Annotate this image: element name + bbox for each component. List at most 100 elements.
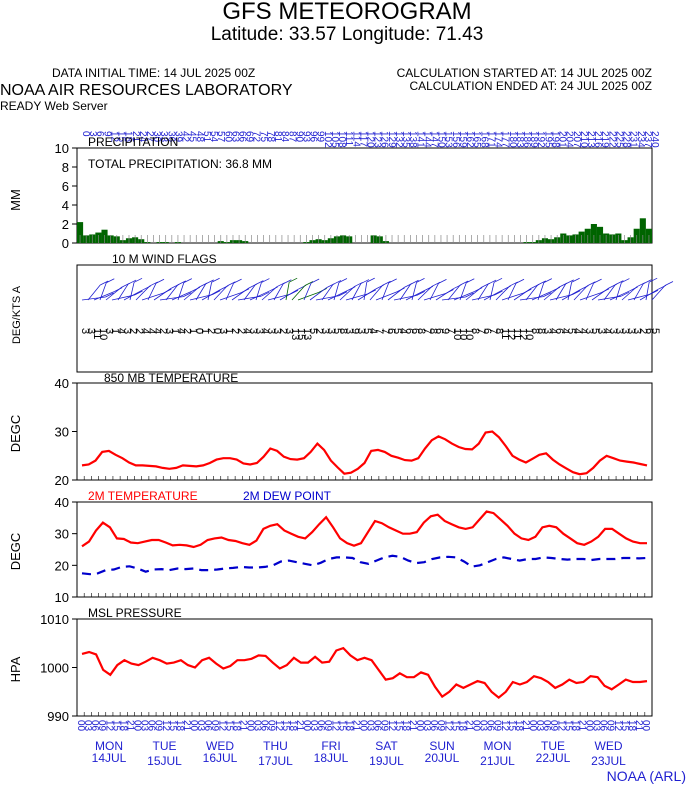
wind-speed-label: 4	[175, 328, 187, 334]
wind-barb	[555, 283, 567, 301]
day-date-label: 23JUL	[591, 754, 626, 768]
bottom-hour-label: 21	[237, 720, 248, 732]
wind-speed-label: 4	[259, 328, 271, 334]
temp2m-series-line-1	[81, 554, 648, 576]
day-of-week-label: MON	[484, 739, 512, 753]
bottom-hour-label: 21	[350, 720, 361, 732]
bottom-hour-label: 09	[379, 720, 390, 732]
top-hour-label: 78	[265, 131, 276, 143]
wind-speed-label: 9	[349, 328, 361, 334]
day-of-week-label: MON	[95, 739, 123, 753]
bottom-hour-label: 15	[280, 720, 291, 732]
wind-speed-label: 8	[535, 328, 547, 334]
footer-credit: NOAA (ARL)	[606, 768, 686, 784]
wind-barb	[345, 293, 368, 301]
wind-barb	[399, 284, 411, 301]
bottom-hour-label: 12	[442, 720, 453, 732]
bottom-hour-label: 00	[584, 720, 595, 732]
bottom-hour-label: 06	[541, 720, 552, 732]
wind-barb	[141, 292, 164, 301]
bottom-hour-label: 03	[82, 720, 93, 732]
wind-barb-flag	[438, 279, 447, 284]
wind-barb	[339, 286, 355, 301]
wind-barb-flag	[133, 277, 143, 283]
precip-ylabel: MM	[8, 189, 23, 211]
top-hour-label: 105	[329, 131, 340, 148]
wind-barb	[255, 282, 262, 301]
wind-speed-label: 5	[331, 328, 343, 334]
bottom-hour-label: 03	[365, 720, 376, 732]
temp850-frame	[76, 382, 653, 481]
top-hour-label: 219	[599, 131, 610, 148]
bottom-hour-label: 12	[386, 720, 397, 732]
top-hour-label: 102	[322, 131, 333, 148]
wind-speed-label: 2	[181, 328, 193, 334]
wind-barb	[519, 296, 544, 301]
top-hour-label: 180	[507, 131, 518, 148]
wind-barb	[81, 296, 106, 301]
top-hour-label: 87	[286, 131, 297, 143]
wind-barb	[129, 282, 135, 301]
top-hour-label: 225	[613, 131, 624, 148]
wind-speed-label: 8	[427, 328, 439, 334]
wind-speed-label: 4	[577, 328, 589, 334]
wind-barb	[201, 289, 221, 301]
day-of-week-label: SAT	[375, 739, 398, 753]
wind-barb-flag	[593, 278, 602, 284]
bottom-hour-label: 00	[471, 720, 482, 732]
bottom-hour-label: 15	[223, 720, 234, 732]
top-hour-label: 21	[130, 131, 141, 143]
bottom-hour-label: 12	[329, 720, 340, 732]
temp850-ytick-label: 40	[55, 376, 69, 391]
top-hour-label: 162	[464, 131, 475, 148]
top-hour-label: 57	[215, 131, 226, 143]
wind-barb	[369, 284, 383, 301]
top-hour-label: 54	[208, 131, 219, 143]
bottom-hour-label: 00	[527, 720, 538, 732]
wind-speed-label: 8	[337, 328, 349, 334]
wind-speed-label: 13	[289, 328, 301, 340]
wind-barb	[165, 284, 179, 301]
bottom-hour-label: 18	[400, 720, 411, 732]
calc-started: CALCULATION STARTED AT: 14 JUL 2025 00Z	[396, 66, 652, 80]
wind-speed-label: 7	[421, 328, 433, 334]
wind-speed-label: 3	[283, 328, 295, 334]
wind-barb	[567, 282, 573, 301]
temp2m-ylabel: DEGC	[8, 533, 23, 571]
wind-speed-label: 11	[91, 328, 103, 339]
wind-speed-label: 11	[499, 328, 511, 339]
wind-barb-flag	[615, 280, 624, 285]
precip-total: TOTAL PRECIPITATION: 36.8 MM	[88, 157, 272, 171]
wind-barb	[435, 288, 454, 301]
wind-speed-label: 4	[559, 328, 571, 334]
wind-barb	[309, 287, 327, 301]
wind-speed-label: 12	[517, 328, 529, 340]
top-hour-label: 18	[123, 131, 134, 143]
wind-barb	[207, 282, 213, 301]
wind-barb-flag	[304, 281, 314, 286]
precip-bar	[590, 224, 597, 243]
wind-barb	[321, 284, 334, 301]
bottom-hour-label: 15	[336, 720, 347, 732]
wind-speed-label: 2	[637, 328, 649, 334]
wind-barb-flag	[255, 280, 264, 285]
wind-speed-label: 1	[187, 328, 199, 334]
wind-speed-label: 10	[97, 328, 109, 340]
bottom-hour-label: 06	[485, 720, 496, 732]
pressure-ylabel: HPA	[8, 656, 23, 682]
wind-barb-flag	[664, 281, 674, 286]
bottom-hour-label: 09	[96, 720, 107, 732]
bottom-hour-label: 09	[153, 720, 164, 732]
wind-speed-label: 5	[565, 328, 577, 334]
bottom-hour-label: 12	[160, 720, 171, 732]
wind-barb-flag	[127, 279, 137, 285]
top-hour-label: 48	[194, 131, 205, 143]
bottom-hour-label: 21	[576, 720, 587, 732]
wind-speed-label: 7	[475, 328, 487, 334]
wind-barb	[561, 289, 581, 301]
bottom-hour-label: 00	[132, 720, 143, 732]
top-hour-label: 15	[116, 131, 127, 143]
bottom-hour-label: 03	[139, 720, 150, 732]
wind-speed-label: 10	[463, 328, 475, 340]
temp850-ytick-label: 30	[55, 425, 69, 440]
